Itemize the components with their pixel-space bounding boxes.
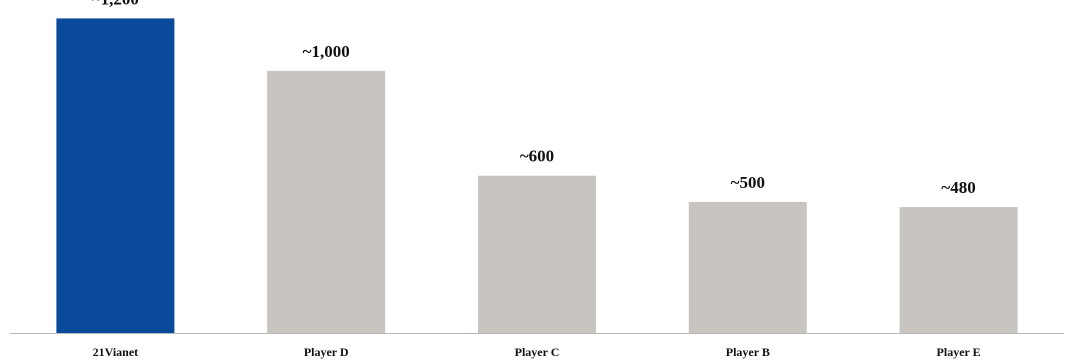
data-label: ~1,000 <box>303 42 350 61</box>
bar-player-d <box>267 70 386 334</box>
category-tick-label: Player D <box>304 345 349 359</box>
data-label: ~500 <box>731 173 765 192</box>
category-tick-label: Player B <box>726 345 770 359</box>
category-tick-label: Player E <box>937 345 981 359</box>
category-labels-group: 21Vianet Player D Player C Player B Player E <box>93 345 981 359</box>
category-tick-label: Player C <box>515 345 560 359</box>
bars-group <box>56 18 1018 334</box>
bar-player-e <box>899 207 1018 333</box>
bar-player-b <box>688 201 807 333</box>
bar-player-c <box>478 175 596 333</box>
category-tick-label: 21Vianet <box>93 345 139 359</box>
value-labels-group: ~1,200 ~1,000 ~600 ~500 ~480 <box>92 0 976 197</box>
data-label: ~1,200 <box>92 0 139 8</box>
data-label: ~600 <box>520 147 554 166</box>
data-label: ~480 <box>941 178 975 197</box>
bar-21vianet <box>56 18 175 334</box>
